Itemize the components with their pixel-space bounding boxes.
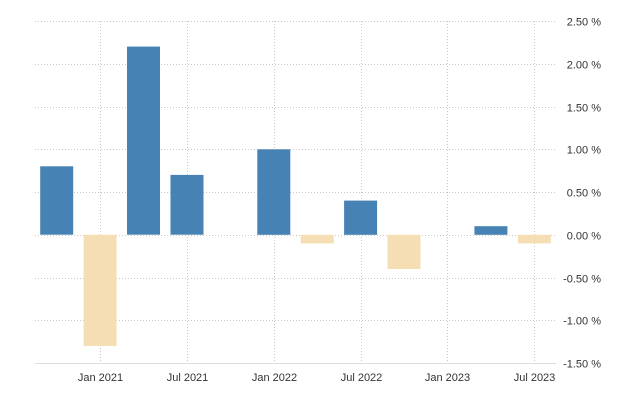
x-tick-label: Jan 2021 (78, 372, 123, 384)
y-tick-label: 1.00 % (567, 145, 601, 157)
bar-q1-2022[interactable] (257, 149, 291, 235)
bar-q4-2020[interactable] (40, 166, 74, 235)
bar-q2-2021[interactable] (127, 46, 160, 235)
y-tick-label: -1.00 % (563, 316, 601, 328)
bar-q3-2021[interactable] (170, 174, 204, 235)
y-tick-label: 0.00 % (567, 231, 601, 243)
bar-q2-2023[interactable] (474, 226, 508, 235)
bar-q3-2022[interactable] (344, 200, 378, 235)
y-tick-label: 2.00 % (567, 60, 601, 72)
y-tick-label: 1.50 % (567, 103, 601, 115)
x-tick-label: Jul 2021 (167, 372, 209, 384)
y-tick-label: -0.50 % (563, 274, 601, 286)
gridlines (35, 21, 556, 364)
bar-q4-2022[interactable] (387, 234, 421, 269)
x-tick-label: Jan 2022 (252, 372, 297, 384)
y-tick-label: 0.50 % (567, 188, 601, 200)
y-tick-label: 2.50 % (567, 17, 601, 29)
x-tick-label: Jan 2023 (425, 372, 470, 384)
x-tick-label: Jul 2022 (341, 372, 383, 384)
y-tick-label: -1.50 % (563, 359, 601, 371)
bars (40, 46, 551, 346)
x-tick-label: Jul 2023 (514, 372, 556, 384)
y-axis-labels: 2.50 % 2.00 % 1.50 % 1.00 % 0.50 % 0.00 % -0.5… (563, 17, 601, 371)
bar-q2-2022[interactable] (300, 234, 334, 244)
bar-q3-2023[interactable] (517, 234, 551, 244)
x-axis-labels: Jan 2021 Jul 2021 Jan 2022 Jul 2022 Jan 2023… (78, 372, 555, 384)
bar-q1-2021[interactable] (83, 234, 117, 346)
